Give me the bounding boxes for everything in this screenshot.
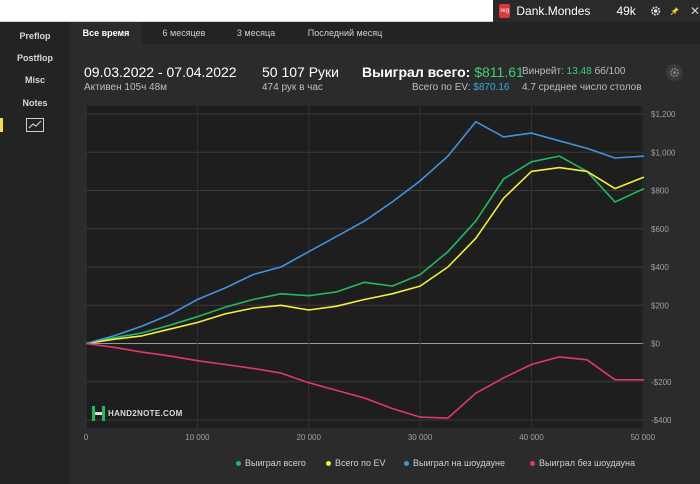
legend-item-non-showdown[interactable]: Выиграл без шоудауна <box>530 458 635 468</box>
legend-dot-showdown <box>404 461 409 467</box>
avg-tables: 4.7 среднее число столов <box>522 82 642 93</box>
hands-per-hour: 474 рук в час <box>262 82 323 93</box>
winrate-unit: бб/100 <box>594 66 626 77</box>
winrate-label: Винрейт: <box>522 66 564 77</box>
y-tick-label: $1,000 <box>651 148 676 157</box>
x-tick-label: 0 <box>84 433 89 442</box>
y-tick-label: $600 <box>651 225 669 234</box>
x-tick-label: 10 000 <box>185 433 210 442</box>
series-line-3 <box>85 342 644 419</box>
sidebar-item-postflop[interactable]: Postflop <box>17 53 53 63</box>
sidebar-item-misc[interactable]: Misc <box>24 75 45 85</box>
sidebar-item-preflop[interactable]: Preflop <box>19 31 51 41</box>
x-tick-label: 20 000 <box>296 433 321 442</box>
y-tick-label: -$400 <box>651 416 672 425</box>
player-name[interactable]: Dank.Mondes <box>516 4 591 18</box>
ev-value: $870.16 <box>473 82 510 93</box>
legend-dot-won <box>236 461 241 467</box>
sidebar-item-notes[interactable]: Notes <box>22 98 48 108</box>
y-tick-label: $1,200 <box>651 110 676 119</box>
date-range: 09.03.2022 - 07.04.2022 <box>84 64 237 80</box>
ev-label: Всего по EV: <box>412 82 471 93</box>
series-line-0 <box>85 155 645 345</box>
tab-all-time[interactable]: Все время <box>70 22 142 44</box>
y-tick-label: $200 <box>651 301 669 310</box>
series-line-1 <box>85 166 645 345</box>
legend-label-ev: Всего по EV <box>335 458 386 468</box>
y-tick-label: $0 <box>651 340 660 349</box>
y-tick-label: $800 <box>651 187 669 196</box>
winrate: Винрейт: 13.48 бб/100 <box>522 66 625 77</box>
active-marker <box>0 118 3 132</box>
active-time: Активен 105ч 48м <box>84 82 168 93</box>
pin-icon[interactable] <box>670 5 680 17</box>
y-tick-label: -$200 <box>651 378 672 387</box>
won-label: Выиграл всего: <box>362 64 471 80</box>
hand2note-logo-icon <box>92 406 105 421</box>
legend-dot-non-showdown <box>530 461 535 467</box>
legend-item-won[interactable]: Выиграл всего <box>236 458 306 468</box>
settings-icon <box>670 68 679 77</box>
tab-last-month[interactable]: Последний месяц <box>307 28 383 38</box>
legend-dot-ev <box>326 461 331 467</box>
legend-item-ev[interactable]: Всего по EV <box>326 458 385 468</box>
series-line-2 <box>85 120 645 345</box>
won-value: $811.61 <box>474 64 524 80</box>
sidebar: Preflop Postflop Misc Notes <box>0 22 70 484</box>
ev-total: Всего по EV: $870.16 <box>412 82 509 93</box>
legend-item-showdown[interactable]: Выиграл на шоудауне <box>404 458 505 468</box>
x-tick-label: 30 000 <box>408 433 433 442</box>
top-bar: reg Dank.Mondes 49k ✕ <box>0 0 700 22</box>
y-tick-label: $400 <box>651 263 669 272</box>
period-tabs: Все время 6 месяцев 3 месяца Последний м… <box>70 22 700 44</box>
winrate-value: 13.48 <box>566 66 592 77</box>
hand2note-logo: HAND2NOTE.COM <box>92 406 183 421</box>
legend-label-won: Выиграл всего <box>245 458 306 468</box>
chart-settings-button[interactable] <box>666 64 683 81</box>
legend-label-showdown: Выиграл на шоудауне <box>413 458 505 468</box>
legend-label-non-showdown: Выиграл без шоудауна <box>539 458 635 468</box>
reg-badge: reg <box>499 4 511 18</box>
player-hands-count: 49k <box>616 4 636 18</box>
close-icon[interactable]: ✕ <box>689 4 700 18</box>
player-box: reg Dank.Mondes 49k ✕ <box>493 0 700 22</box>
graph-icon[interactable] <box>26 118 44 132</box>
gear-icon[interactable] <box>650 4 661 18</box>
hands-total: 50 107 Руки <box>262 64 339 80</box>
tab-6-months[interactable]: 6 месяцев <box>162 28 206 38</box>
x-tick-label: 50 000 <box>631 433 656 442</box>
tab-3-months[interactable]: 3 месяца <box>236 28 276 38</box>
x-tick-label: 40 000 <box>519 433 544 442</box>
hand2note-logo-text: HAND2NOTE.COM <box>108 409 183 418</box>
won-total: Выиграл всего: $811.61 <box>362 64 524 80</box>
